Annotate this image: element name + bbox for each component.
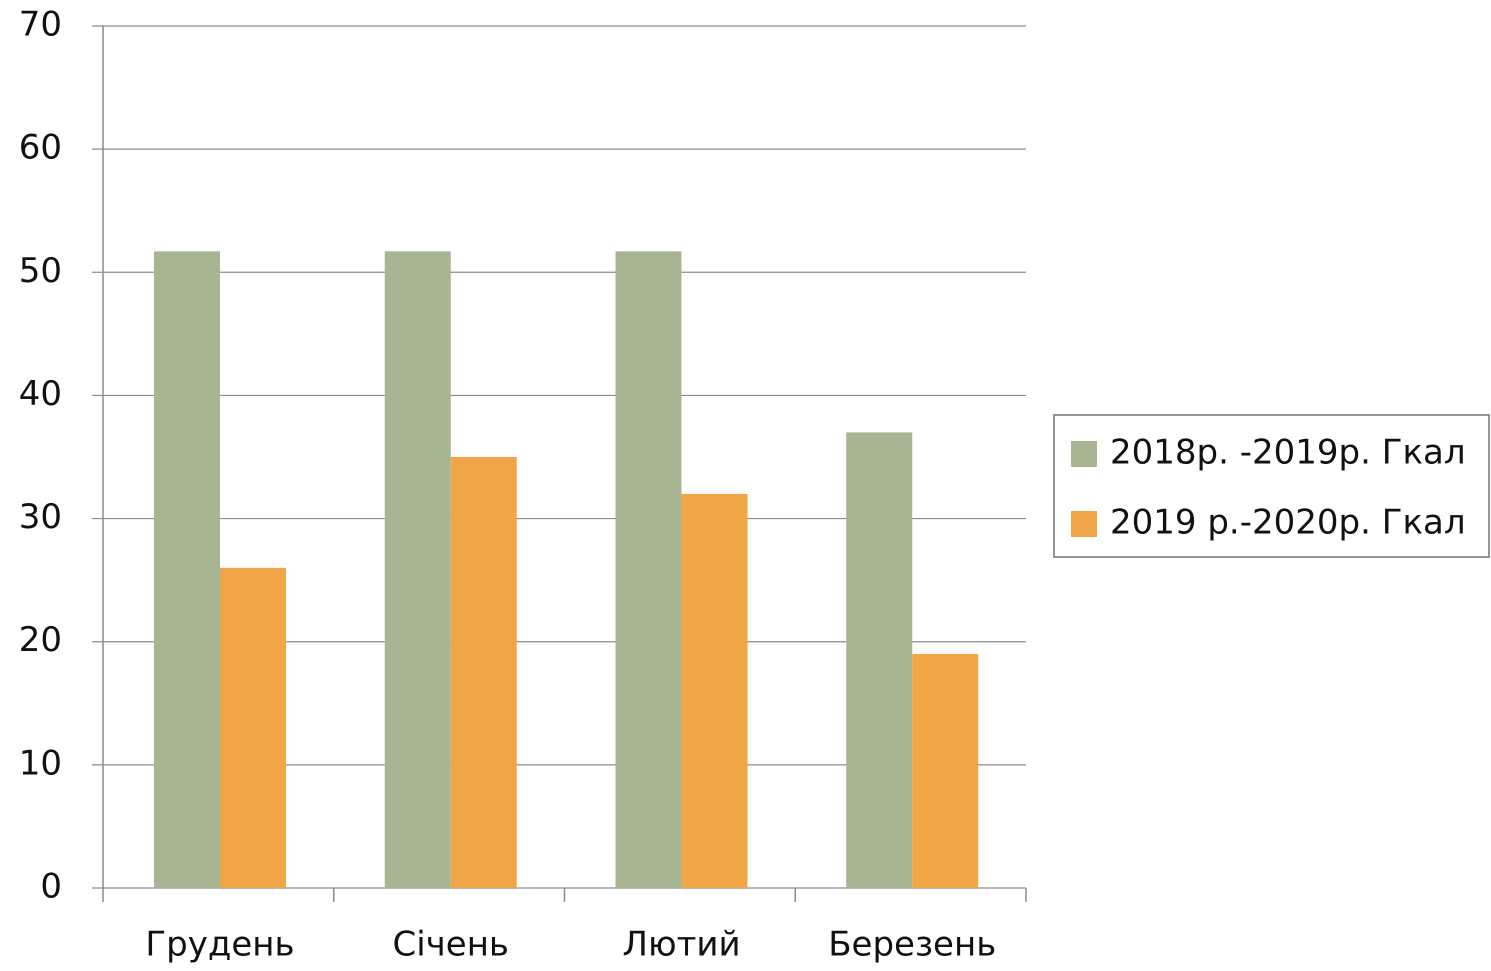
- legend-label: 2018р. -2019р. Гкал: [1110, 433, 1466, 473]
- bar: [450, 457, 517, 888]
- y-tick-label: 10: [19, 743, 62, 783]
- legend-swatch: [1071, 441, 1097, 467]
- y-tick-label: 0: [40, 867, 62, 907]
- y-tick-label: 40: [19, 374, 62, 414]
- bar: [153, 251, 220, 888]
- x-tick-label: Березень: [828, 925, 996, 965]
- y-tick-label: 30: [19, 497, 62, 537]
- bar: [384, 251, 451, 888]
- bar: [219, 567, 286, 888]
- legend-swatch: [1071, 511, 1097, 537]
- bar: [615, 251, 682, 888]
- bar: [846, 432, 913, 888]
- legend-label: 2019 р.-2020р. Гкал: [1110, 503, 1466, 543]
- y-tick-label: 50: [19, 251, 62, 291]
- x-tick-label: Лютий: [622, 925, 740, 965]
- x-tick-label: Грудень: [145, 925, 294, 965]
- bar: [912, 654, 979, 888]
- legend-box: [1053, 414, 1490, 558]
- x-tick-label: Січень: [393, 925, 509, 965]
- y-tick-label: 60: [19, 128, 62, 168]
- bar: [681, 493, 748, 888]
- y-tick-label: 70: [19, 5, 62, 45]
- y-tick-label: 20: [19, 620, 62, 660]
